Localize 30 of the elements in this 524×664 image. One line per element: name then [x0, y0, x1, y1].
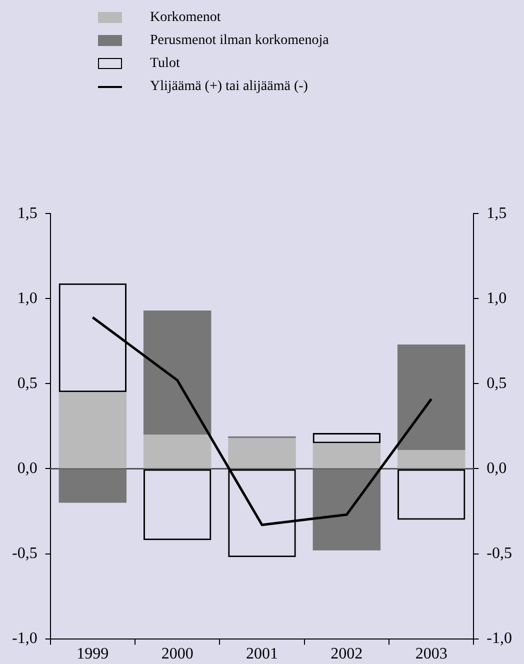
- y-tick-label: 0,0: [17, 460, 38, 477]
- y-tick-label: 1,5: [17, 204, 38, 222]
- x-tick-label: 1999: [76, 646, 109, 663]
- bar: [312, 469, 381, 550]
- legend-label: Perusmenot ilman korkomenoja: [150, 32, 329, 48]
- bar: [228, 438, 296, 468]
- legend-label: Korkomenot: [150, 10, 221, 26]
- bar: [143, 434, 212, 468]
- bar: [143, 310, 212, 435]
- bar: [397, 450, 466, 468]
- y-tick-label: -1,0: [12, 630, 38, 648]
- y-tick-label: 0,5: [17, 374, 38, 392]
- legend-label: Ylijäämä (+) tai alijäämä (-): [150, 78, 308, 94]
- legend-label: Tulot: [150, 56, 180, 72]
- bar: [58, 469, 127, 503]
- bar: [397, 344, 466, 450]
- y2-tick-label: 1,0: [486, 290, 507, 307]
- y2-tick-label: -0,5: [486, 544, 512, 562]
- y2-tick-label: 0,5: [486, 374, 507, 392]
- x-tick-label: 2000: [161, 646, 194, 663]
- x-tick-label: 2001: [246, 646, 278, 663]
- bar: [58, 392, 127, 468]
- y2-tick-label: -1,0: [486, 630, 512, 648]
- y2-tick-label: 1,5: [486, 204, 507, 222]
- y-tick-label: 1,0: [17, 290, 38, 307]
- bar: [312, 443, 381, 468]
- y-tick-label: -0,5: [12, 544, 38, 562]
- x-tick-label: 2003: [415, 646, 448, 663]
- x-tick-label: 2002: [330, 646, 363, 663]
- y2-tick-label: 0,0: [486, 460, 507, 477]
